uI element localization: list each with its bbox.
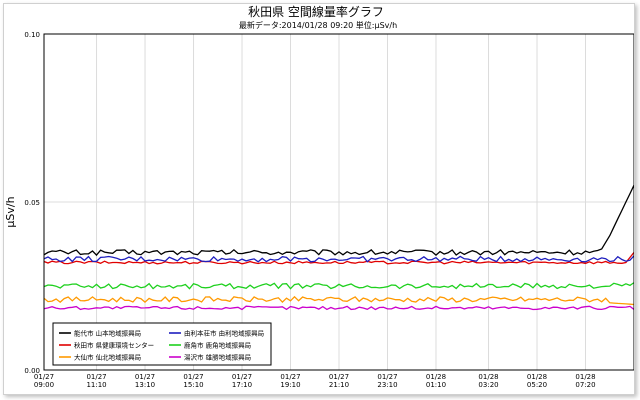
legend-entry: 能代市 山本地域振興局 — [74, 329, 141, 338]
chart-frame: 秋田県 空間線量率グラフ 最新データ:2014/01/28 09:20 単位:μ… — [3, 3, 635, 395]
x-tick-label: 01/27 13:10 — [135, 373, 155, 389]
series-line — [43, 305, 634, 311]
dose-rate-line-chart: 秋田県 空間線量率グラフ 最新データ:2014/01/28 09:20 単位:μ… — [4, 4, 634, 389]
series-lines — [43, 184, 634, 311]
legend-entry: 秋田市 県健康環境センター — [74, 341, 154, 350]
x-tick-label: 01/28 03:20 — [478, 373, 498, 389]
x-tick-labels: 01/27 09:00 01/27 11:10 01/27 13:10 01/27 15:10… — [34, 373, 596, 389]
legend-entry: 大仙市 仙北地域振興局 — [74, 353, 141, 362]
y-axis-label: μSv/h — [4, 196, 17, 227]
y-tick-label: 0.10 — [24, 31, 40, 39]
x-tick-label: 01/27 19:10 — [280, 373, 300, 389]
plot-area-border — [43, 33, 634, 371]
series-line — [43, 282, 634, 290]
grid-lines — [44, 33, 634, 371]
legend-entry: 由利本荘市 由利地域振興局 — [184, 329, 264, 338]
x-tick-label: 01/27 15:10 — [183, 373, 203, 389]
x-tick-label: 01/28 05:20 — [527, 373, 547, 389]
series-line — [43, 255, 634, 263]
x-tick-label: 01/27 17:10 — [232, 373, 252, 389]
x-tick-label: 01/27 23:10 — [377, 373, 397, 389]
legend-entry: 鹿角市 鹿角地域振興局 — [184, 341, 251, 350]
x-tick-label: 01/28 07:20 — [575, 373, 595, 389]
x-tick-label: 01/27 09:00 — [34, 373, 54, 389]
x-tick-label: 01/27 21:10 — [329, 373, 349, 389]
y-tick-label: 0.05 — [24, 199, 40, 207]
y-tick-labels: 0.00 0.05 0.10 — [24, 31, 40, 375]
legend-box — [52, 322, 272, 366]
series-line — [43, 184, 634, 257]
series-line — [43, 295, 634, 306]
x-tick-label: 01/28 01:10 — [426, 373, 446, 389]
chart-subtitle: 最新データ:2014/01/28 09:20 単位:μSv/h — [239, 20, 397, 30]
series-line — [43, 251, 634, 265]
x-tick-label: 01/27 11:10 — [86, 373, 106, 389]
chart-title: 秋田県 空間線量率グラフ — [248, 4, 384, 19]
y-tick-label: 0.00 — [24, 367, 40, 375]
legend-entry: 湯沢市 雄勝地域振興局 — [184, 353, 251, 362]
